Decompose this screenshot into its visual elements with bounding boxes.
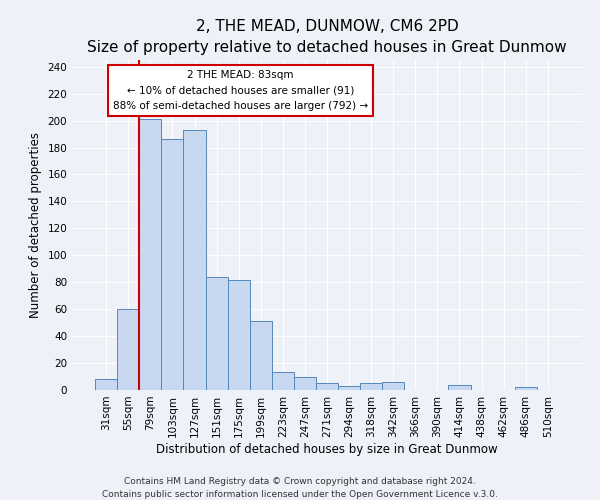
Bar [227,280,250,390]
Bar [250,322,272,390]
Bar [515,388,537,390]
Bar [382,382,404,390]
Y-axis label: Number of detached properties: Number of detached properties [29,132,42,318]
Bar [360,384,382,390]
Bar [338,386,360,390]
Bar [161,140,184,390]
Bar [184,130,206,390]
Bar [316,384,338,390]
Bar [294,376,316,390]
Bar [206,277,227,390]
Bar [139,120,161,390]
Bar [117,309,139,390]
Bar [448,384,470,390]
Bar [95,379,117,390]
Text: 2 THE MEAD: 83sqm
← 10% of detached houses are smaller (91)
88% of semi-detached: 2 THE MEAD: 83sqm ← 10% of detached hous… [113,70,368,111]
Title: 2, THE MEAD, DUNMOW, CM6 2PD
Size of property relative to detached houses in Gre: 2, THE MEAD, DUNMOW, CM6 2PD Size of pro… [87,18,567,55]
Text: Contains HM Land Registry data © Crown copyright and database right 2024.
Contai: Contains HM Land Registry data © Crown c… [102,477,498,499]
Bar [272,372,294,390]
X-axis label: Distribution of detached houses by size in Great Dunmow: Distribution of detached houses by size … [156,442,498,456]
